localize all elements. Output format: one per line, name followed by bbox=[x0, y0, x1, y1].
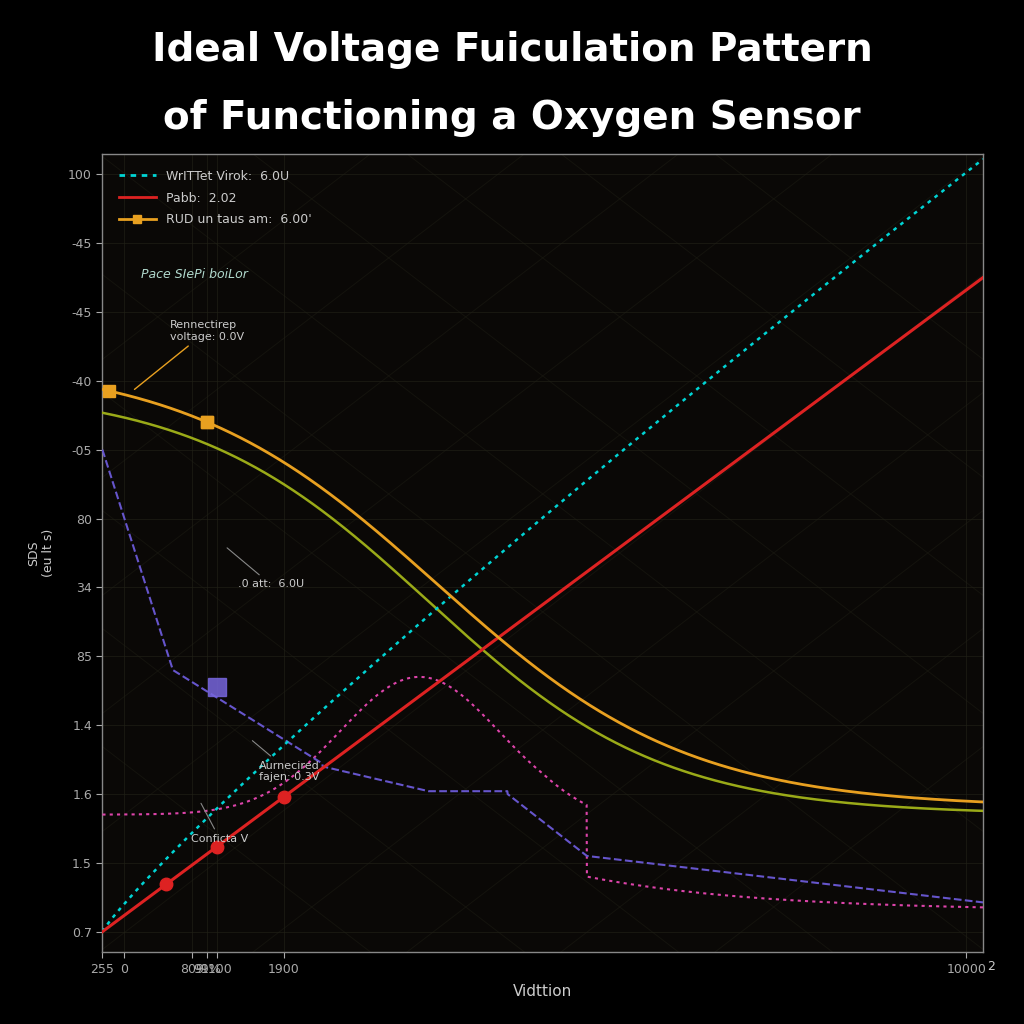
Text: Pace SIePi boiLor: Pace SIePi boiLor bbox=[140, 267, 248, 281]
Text: SDS
(eu lt s): SDS (eu lt s) bbox=[27, 528, 54, 578]
X-axis label: Vidttion: Vidttion bbox=[513, 984, 572, 999]
Text: .0 att:  6.0U: .0 att: 6.0U bbox=[227, 548, 304, 590]
Text: 2: 2 bbox=[987, 959, 995, 973]
Text: Conficta V: Conficta V bbox=[191, 803, 249, 844]
Text: Ideal Voltage Fuiculation Pattern: Ideal Voltage Fuiculation Pattern bbox=[152, 31, 872, 70]
Text: Rennectirep
voltage: 0.0V: Rennectirep voltage: 0.0V bbox=[134, 319, 245, 389]
Text: Aurnecired
fajen: 0.3V: Aurnecired fajen: 0.3V bbox=[252, 740, 319, 782]
Legend: WrITTet Virok:  6.0U, Pabb:  2.02, RUD un taus am:  6.00': WrITTet Virok: 6.0U, Pabb: 2.02, RUD un … bbox=[109, 160, 322, 237]
Text: of Functioning a Oxygen Sensor: of Functioning a Oxygen Sensor bbox=[163, 98, 861, 136]
